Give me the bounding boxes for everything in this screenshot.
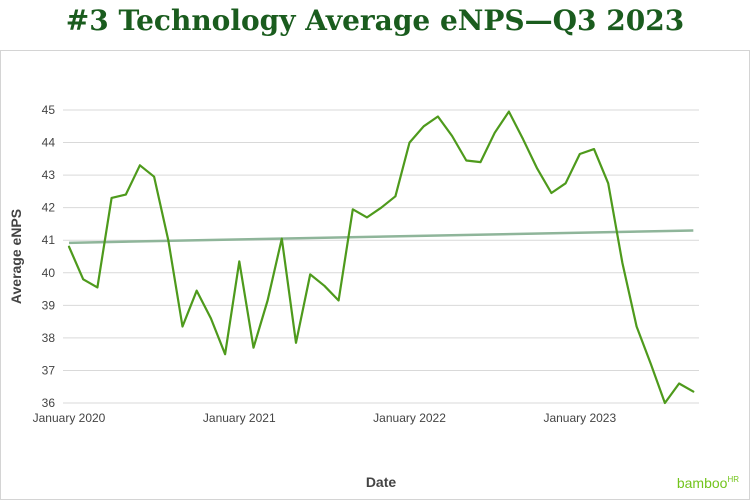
y-tick-38: 38 [42,331,56,345]
trendline-path [68,229,694,245]
y-tick-36: 36 [42,396,56,410]
y-tick-40: 40 [42,266,56,280]
bamboohr-logo: bambooHR [677,475,739,491]
chart-frame: 36 37 38 39 40 41 42 43 44 45 January 2020 January… [0,50,750,500]
x-tick-2: January 2022 [373,411,446,425]
y-tick-42: 42 [42,201,56,215]
y-tick-43: 43 [42,168,56,182]
trendline [68,229,694,245]
y-axis-title: Average eNPS [8,209,24,304]
series-layer [67,110,695,405]
x-tick-1: January 2021 [203,411,276,425]
grid-lines [63,109,699,404]
y-tick-39: 39 [42,298,56,312]
x-tick-labels: January 2020 January 2021 January 2022 Janu… [33,411,617,425]
y-tick-41: 41 [42,233,56,247]
series-line [67,110,695,405]
x-tick-0: January 2020 [33,411,106,425]
x-axis-title: Date [366,474,397,490]
y-tick-44: 44 [42,136,56,150]
x-tick-3: January 2023 [543,411,616,425]
y-tick-37: 37 [42,363,56,377]
brand-text: bamboo [676,475,728,491]
y-tick-labels: 36 37 38 39 40 41 42 43 44 45 [42,103,56,410]
chart-title: #3 Technology Average eNPS—Q3 2023 [65,4,685,37]
y-tick-45: 45 [42,103,56,117]
brand-sup: HR [727,475,739,484]
